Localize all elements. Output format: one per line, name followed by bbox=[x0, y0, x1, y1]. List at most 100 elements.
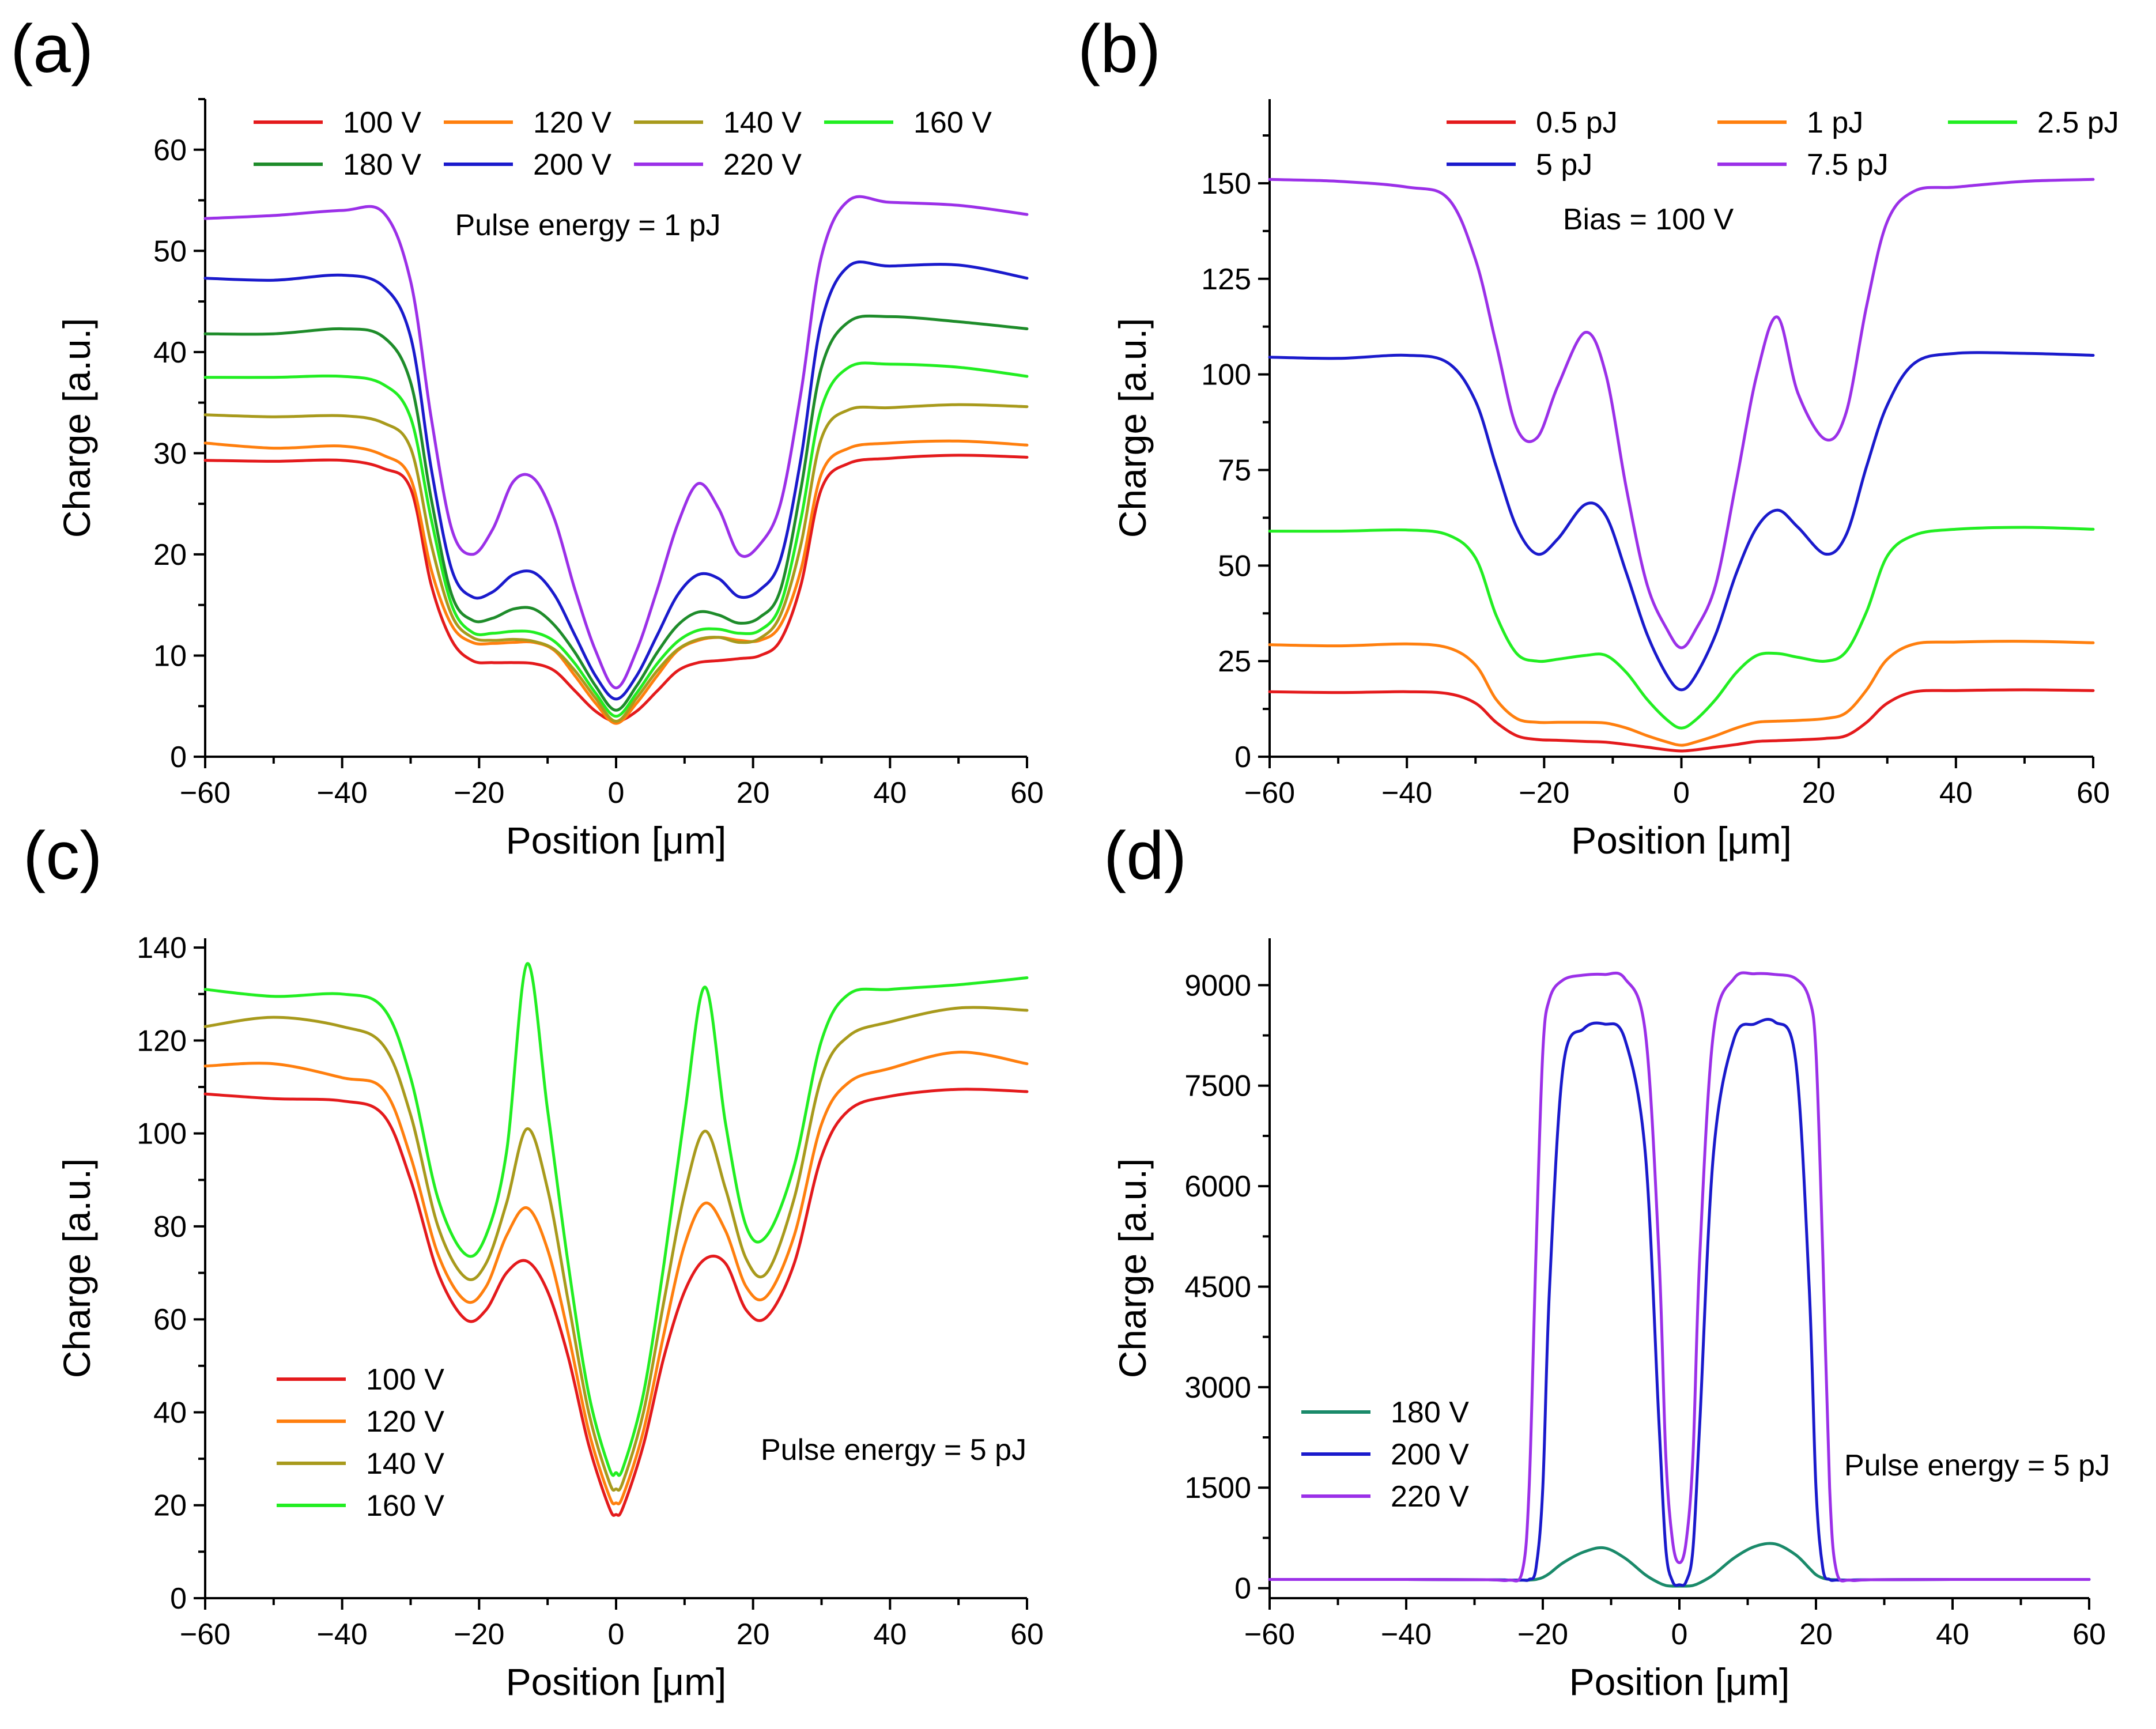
x-tick-label: 20 bbox=[1799, 1618, 1833, 1651]
y-tick-label: 10 bbox=[153, 639, 187, 673]
x-tick-label: −60 bbox=[1244, 776, 1295, 810]
legend: 100 V 120 V 140 V 160 V 180 V 200 V 220 V bbox=[254, 106, 992, 182]
legend-label: 120 V bbox=[366, 1405, 444, 1439]
chart-panel: (d) −60 −40 −20 0 20 40 60 0 1500 3000 4500 6000 7500… bbox=[1104, 818, 2110, 1703]
x-tick-label: 0 bbox=[1673, 776, 1690, 810]
y-tick-label: 25 bbox=[1218, 645, 1251, 678]
series-line bbox=[1268, 640, 2095, 747]
series-line bbox=[203, 962, 1029, 1477]
legend-label: 0.5 pJ bbox=[1536, 106, 1618, 139]
y-tick-label: 50 bbox=[153, 235, 187, 268]
series-line bbox=[203, 314, 1029, 712]
series-line bbox=[203, 454, 1029, 723]
legend-label: 200 V bbox=[533, 148, 611, 182]
y-tick-label: 1500 bbox=[1184, 1471, 1251, 1505]
legend-label: 160 V bbox=[366, 1489, 444, 1523]
y-tick-label: 30 bbox=[153, 437, 187, 470]
y-tick-label: 75 bbox=[1218, 454, 1251, 487]
x-axis-title: Position [μm] bbox=[1569, 1660, 1790, 1703]
y-tick-label: 60 bbox=[153, 1303, 187, 1337]
y-axis-title: Charge [a.u.] bbox=[1111, 318, 1154, 538]
legend-label: 180 V bbox=[1391, 1396, 1469, 1429]
x-tick-label: 60 bbox=[2072, 1618, 2106, 1651]
y-tick-label: 20 bbox=[153, 538, 187, 572]
series-line bbox=[1268, 526, 2095, 730]
x-tick-label: −20 bbox=[454, 1618, 504, 1651]
x-tick-label: 0 bbox=[1671, 1618, 1688, 1651]
x-tick-label: −20 bbox=[1519, 776, 1569, 810]
y-tick-label: 4500 bbox=[1184, 1270, 1251, 1304]
x-tick-label: −20 bbox=[1517, 1618, 1568, 1651]
y-tick-label: 150 bbox=[1201, 167, 1251, 201]
legend-label: 5 pJ bbox=[1536, 148, 1592, 182]
x-tick-label: −60 bbox=[180, 776, 231, 810]
series-line bbox=[203, 361, 1029, 718]
y-tick-label: 40 bbox=[153, 336, 187, 369]
x-axis-title: Position [μm] bbox=[1571, 819, 1792, 862]
x-tick-label: 20 bbox=[737, 1618, 770, 1651]
legend-label: 220 V bbox=[1391, 1480, 1469, 1513]
legend-label: 100 V bbox=[343, 106, 421, 139]
y-tick-label: 40 bbox=[153, 1396, 187, 1429]
legend-label: 160 V bbox=[913, 106, 992, 139]
annotation-text: Pulse energy = 5 pJ bbox=[1844, 1449, 2110, 1482]
x-tick-label: −40 bbox=[1381, 1618, 1432, 1651]
legend: 180 V 200 V 220 V bbox=[1301, 1396, 1469, 1513]
x-tick-label: 0 bbox=[608, 1618, 625, 1651]
y-tick-label: 3000 bbox=[1184, 1371, 1251, 1405]
legend-label: 2.5 pJ bbox=[2037, 106, 2119, 139]
y-tick-label: 60 bbox=[153, 134, 187, 167]
y-axis-title: Charge [a.u.] bbox=[55, 318, 98, 538]
x-tick-label: −40 bbox=[1381, 776, 1432, 810]
series-line bbox=[1268, 688, 2095, 753]
x-tick-label: 40 bbox=[1936, 1618, 1969, 1651]
legend-label: 7.5 pJ bbox=[1807, 148, 1889, 182]
y-tick-label: 140 bbox=[137, 931, 187, 965]
legend-label: 180 V bbox=[343, 148, 421, 182]
y-tick-label: 100 bbox=[137, 1118, 187, 1151]
legend-label: 120 V bbox=[533, 106, 611, 139]
series-line bbox=[1268, 1018, 2091, 1587]
y-tick-label: 80 bbox=[153, 1210, 187, 1244]
x-tick-label: −20 bbox=[454, 776, 504, 810]
x-tick-label: −40 bbox=[317, 1618, 368, 1651]
legend: 100 V 120 V 140 V 160 V bbox=[277, 1363, 444, 1523]
series-line bbox=[203, 1006, 1029, 1492]
annotation-text: Pulse energy = 1 pJ bbox=[455, 209, 720, 242]
series-line bbox=[203, 261, 1029, 701]
y-tick-label: 0 bbox=[170, 741, 187, 774]
chart-panel: (b) −60 −40 −20 0 20 40 60 0 25 50 75 100 125 150 Posit… bbox=[1078, 11, 2119, 862]
y-tick-label: 120 bbox=[137, 1024, 187, 1058]
legend-label: 100 V bbox=[366, 1363, 444, 1396]
y-axis-title: Charge [a.u.] bbox=[55, 1158, 98, 1379]
y-axis-title: Charge [a.u.] bbox=[1111, 1158, 1154, 1379]
x-tick-label: 40 bbox=[873, 1618, 907, 1651]
legend-label: 220 V bbox=[723, 148, 802, 182]
annotation-text: Pulse energy = 5 pJ bbox=[761, 1433, 1026, 1467]
panel-label: (d) bbox=[1104, 818, 1187, 894]
panel-label: (c) bbox=[23, 818, 103, 894]
y-tick-label: 0 bbox=[1234, 1572, 1251, 1606]
series-line bbox=[1268, 971, 2091, 1583]
x-tick-label: 40 bbox=[1939, 776, 1973, 810]
series-group bbox=[203, 962, 1029, 1517]
x-tick-label: 20 bbox=[1802, 776, 1836, 810]
series-group bbox=[1268, 178, 2095, 753]
y-tick-label: 100 bbox=[1201, 358, 1251, 392]
series-group bbox=[203, 195, 1029, 725]
y-tick-label: 0 bbox=[1234, 741, 1251, 774]
legend-label: 1 pJ bbox=[1807, 106, 1863, 139]
y-tick-label: 125 bbox=[1201, 263, 1251, 296]
x-axis-title: Position [μm] bbox=[506, 1660, 727, 1703]
annotation-text: Bias = 100 V bbox=[1563, 203, 1734, 236]
series-line bbox=[203, 195, 1029, 690]
y-tick-label: 9000 bbox=[1184, 969, 1251, 1002]
chart-panel: (c) −60 −40 −20 0 20 40 60 0 20 40 60 80 100 120 140 Pos… bbox=[23, 818, 1044, 1703]
x-tick-label: −60 bbox=[180, 1618, 231, 1651]
series-line bbox=[203, 1051, 1029, 1505]
y-tick-label: 20 bbox=[153, 1489, 187, 1523]
x-axis-title: Position [μm] bbox=[506, 819, 727, 862]
x-tick-label: 60 bbox=[1010, 1618, 1044, 1651]
x-tick-label: −40 bbox=[317, 776, 368, 810]
